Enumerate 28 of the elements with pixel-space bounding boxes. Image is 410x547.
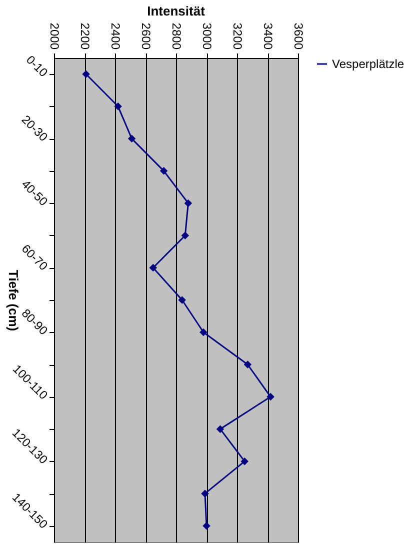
chart-title: Intensität — [147, 3, 206, 18]
point — [202, 522, 210, 530]
point — [149, 264, 157, 272]
x-tick-label: 2600 — [139, 22, 153, 50]
point — [201, 490, 209, 498]
point — [200, 328, 208, 336]
x-tick-label: 2200 — [78, 22, 92, 50]
x-tick-label: 2400 — [108, 22, 122, 50]
x-tick-label: 3000 — [200, 22, 214, 50]
x-tick-label: 3600 — [292, 22, 306, 50]
point — [216, 425, 224, 433]
x-tick-label: 3400 — [261, 22, 275, 50]
x-tick-label: 2000 — [48, 22, 62, 50]
point — [181, 232, 190, 240]
y-tick-label: 0-10 — [24, 52, 51, 80]
point — [240, 457, 248, 466]
y-axis-title: Tiefe (cm) — [6, 270, 22, 332]
x-tick-label: 2800 — [170, 22, 184, 50]
point — [128, 134, 136, 143]
point — [114, 102, 122, 110]
point — [266, 392, 274, 401]
point — [244, 360, 252, 368]
point — [160, 167, 168, 175]
legend-label: Vesperplätzle — [332, 57, 404, 71]
point — [184, 199, 192, 208]
point — [82, 70, 90, 78]
x-tick-label: 3200 — [230, 22, 244, 50]
point — [178, 296, 186, 304]
